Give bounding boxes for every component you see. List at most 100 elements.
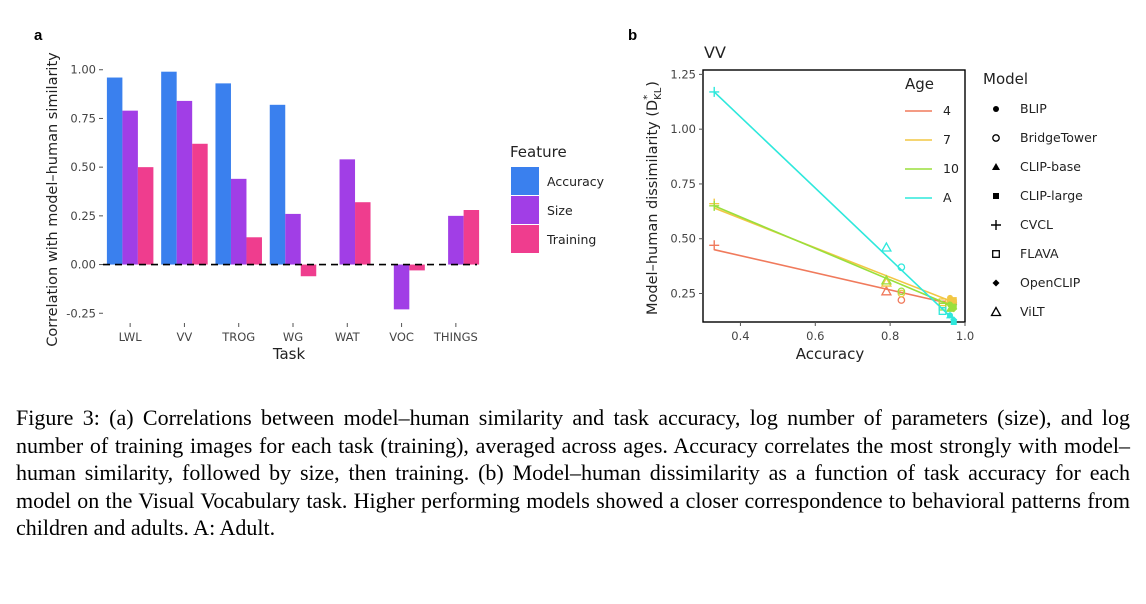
legend-swatch-training bbox=[511, 225, 539, 253]
model-legend-title: Model bbox=[983, 70, 1028, 88]
y-tick-label-b: 0.50 bbox=[670, 232, 696, 246]
bar-size-vv bbox=[176, 100, 193, 265]
point-age-10-openclip bbox=[950, 305, 958, 313]
y-axis-title-superscript: * bbox=[642, 95, 653, 100]
bar-training-voc bbox=[409, 264, 425, 271]
age-legend-label-7: 7 bbox=[943, 132, 951, 147]
x-tick-label-a: VOC bbox=[389, 330, 414, 344]
model-legend-marker-clip-base bbox=[992, 163, 1000, 170]
bar-size-lwl bbox=[122, 110, 138, 265]
point-age-10-vilt bbox=[880, 274, 893, 285]
point-age-10-cvcl bbox=[709, 200, 720, 211]
x-axis-title-b: Accuracy bbox=[796, 345, 865, 363]
model-legend-label-cvcl: CVCL bbox=[1020, 217, 1053, 232]
legend-label-size: Size bbox=[547, 203, 573, 218]
legend-label-training: Training bbox=[546, 232, 596, 247]
panel-b-letter: b bbox=[628, 27, 637, 44]
y-tick-label-b: 1.00 bbox=[670, 122, 696, 136]
y-tick-label-b: 0.75 bbox=[670, 177, 696, 191]
plot-frame-b bbox=[702, 69, 966, 323]
legend-label-accuracy: Accuracy bbox=[547, 174, 605, 189]
point-age-10-bridgetower bbox=[897, 287, 906, 296]
fit-line-age-10 bbox=[713, 205, 955, 308]
x-tick-label-b: 0.6 bbox=[806, 329, 824, 343]
age-legend-label-4: 4 bbox=[943, 103, 951, 118]
bar-size-trog bbox=[230, 178, 247, 265]
x-tick-label-b: 0.4 bbox=[731, 329, 749, 343]
fit-line-age-7 bbox=[713, 207, 955, 304]
bar-size-wat bbox=[339, 159, 356, 265]
chart-title-b: VV bbox=[704, 43, 726, 62]
y-tick-label-a: 0.75 bbox=[70, 111, 96, 125]
point-age-4-cvcl bbox=[709, 240, 720, 251]
point-age-a-openclip bbox=[950, 316, 958, 324]
bar-size-wg bbox=[285, 213, 301, 265]
panel-b-scatter-chart: VV 0.25 0.50 0.75 1.00 1.25 0.4 0.6 0.8 1.0 Accura… bbox=[642, 43, 1098, 363]
y-tick-label-a: 0.50 bbox=[70, 160, 96, 174]
y-tick-label-a: 0.25 bbox=[70, 209, 96, 223]
model-legend-label-flava: FLAVA bbox=[1020, 246, 1059, 261]
x-tick-label-a: WAT bbox=[335, 330, 361, 344]
x-tick-label-a: LWL bbox=[119, 330, 143, 344]
model-legend-label-blip: BLIP bbox=[1020, 101, 1047, 116]
legend-swatch-size bbox=[511, 196, 539, 224]
model-legend-label-clip-large: CLIP-large bbox=[1020, 188, 1083, 203]
panel-a-bar-chart: -0.25 0.00 0.25 0.50 0.75 1.00 LWL VV TROG WG WAT V… bbox=[45, 52, 605, 363]
bar-accuracy-trog bbox=[215, 83, 231, 265]
model-legend-label-vilt: ViLT bbox=[1020, 304, 1045, 319]
model-legend-marker-openclip bbox=[992, 279, 1000, 287]
model-legend-marker-vilt bbox=[990, 306, 1002, 317]
bar-training-lwl bbox=[137, 167, 154, 265]
model-legend-label-clip-base: CLIP-base bbox=[1020, 159, 1081, 174]
point-age-a-bridgetower bbox=[897, 263, 906, 272]
point-age-a-vilt bbox=[880, 241, 893, 252]
point-age-7-vilt bbox=[880, 276, 893, 287]
bar-training-wg bbox=[300, 264, 317, 277]
model-legend-marker-cvcl bbox=[991, 220, 1001, 230]
y-axis-title-main: Model–human dissimilarity (D bbox=[645, 100, 661, 315]
x-tick-label-b: 1.0 bbox=[956, 329, 974, 343]
x-tick-label-a: TROG bbox=[221, 330, 255, 344]
point-age-7-bridgetower bbox=[897, 289, 906, 298]
fit-line-age-4 bbox=[714, 248, 954, 306]
x-tick-label-a: VV bbox=[177, 330, 193, 344]
bar-training-wat bbox=[355, 202, 371, 265]
x-axis-title-a: Task bbox=[272, 345, 306, 363]
bar-accuracy-lwl bbox=[106, 77, 123, 265]
bar-accuracy-wg bbox=[269, 104, 286, 265]
age-legend-label-10: 10 bbox=[943, 161, 959, 176]
y-axis-title-subscript: KL bbox=[653, 87, 664, 100]
point-age-a-clip-base bbox=[946, 311, 955, 319]
point-age-a-cvcl bbox=[709, 86, 720, 97]
y-tick-label-b: 0.25 bbox=[670, 287, 696, 301]
x-tick-label-a: THINGS bbox=[433, 330, 478, 344]
age-legend-label-a: A bbox=[943, 190, 952, 205]
y-tick-label-a: 0.00 bbox=[70, 258, 96, 272]
bar-size-things bbox=[448, 215, 464, 265]
bar-size-voc bbox=[393, 264, 410, 310]
bar-training-vv bbox=[192, 143, 208, 265]
panel-a-letter: a bbox=[34, 27, 43, 44]
y-tick-label-a: 1.00 bbox=[70, 63, 96, 77]
model-legend-label-bridgetower: BridgeTower bbox=[1020, 130, 1098, 145]
model-legend-marker-blip bbox=[993, 106, 999, 112]
y-tick-label-a: -0.25 bbox=[66, 306, 96, 320]
point-age-4-bridgetower bbox=[897, 296, 906, 304]
age-legend-title: Age bbox=[905, 75, 934, 93]
model-legend-marker-flava bbox=[992, 250, 1000, 258]
legend-title-a: Feature bbox=[510, 143, 567, 161]
y-axis-title-end: ) bbox=[645, 81, 661, 87]
figure-caption: Figure 3: (a) Correlations between model… bbox=[16, 405, 1130, 540]
model-legend-label-openclip: OpenCLIP bbox=[1020, 275, 1081, 290]
bar-training-trog bbox=[246, 237, 262, 265]
point-age-7-flava bbox=[938, 298, 947, 307]
y-axis-title-b: Model–human dissimilarity (DKL*) bbox=[642, 81, 664, 315]
bar-accuracy-vv bbox=[161, 71, 177, 265]
x-tick-label-a: WG bbox=[283, 330, 303, 344]
point-age-4-vilt bbox=[880, 285, 893, 296]
model-legend-marker-clip-large bbox=[993, 193, 999, 199]
legend-swatch-accuracy bbox=[511, 167, 539, 195]
bar-training-things bbox=[463, 210, 480, 265]
y-axis-title-a: Correlation with model–human similarity bbox=[45, 52, 61, 347]
